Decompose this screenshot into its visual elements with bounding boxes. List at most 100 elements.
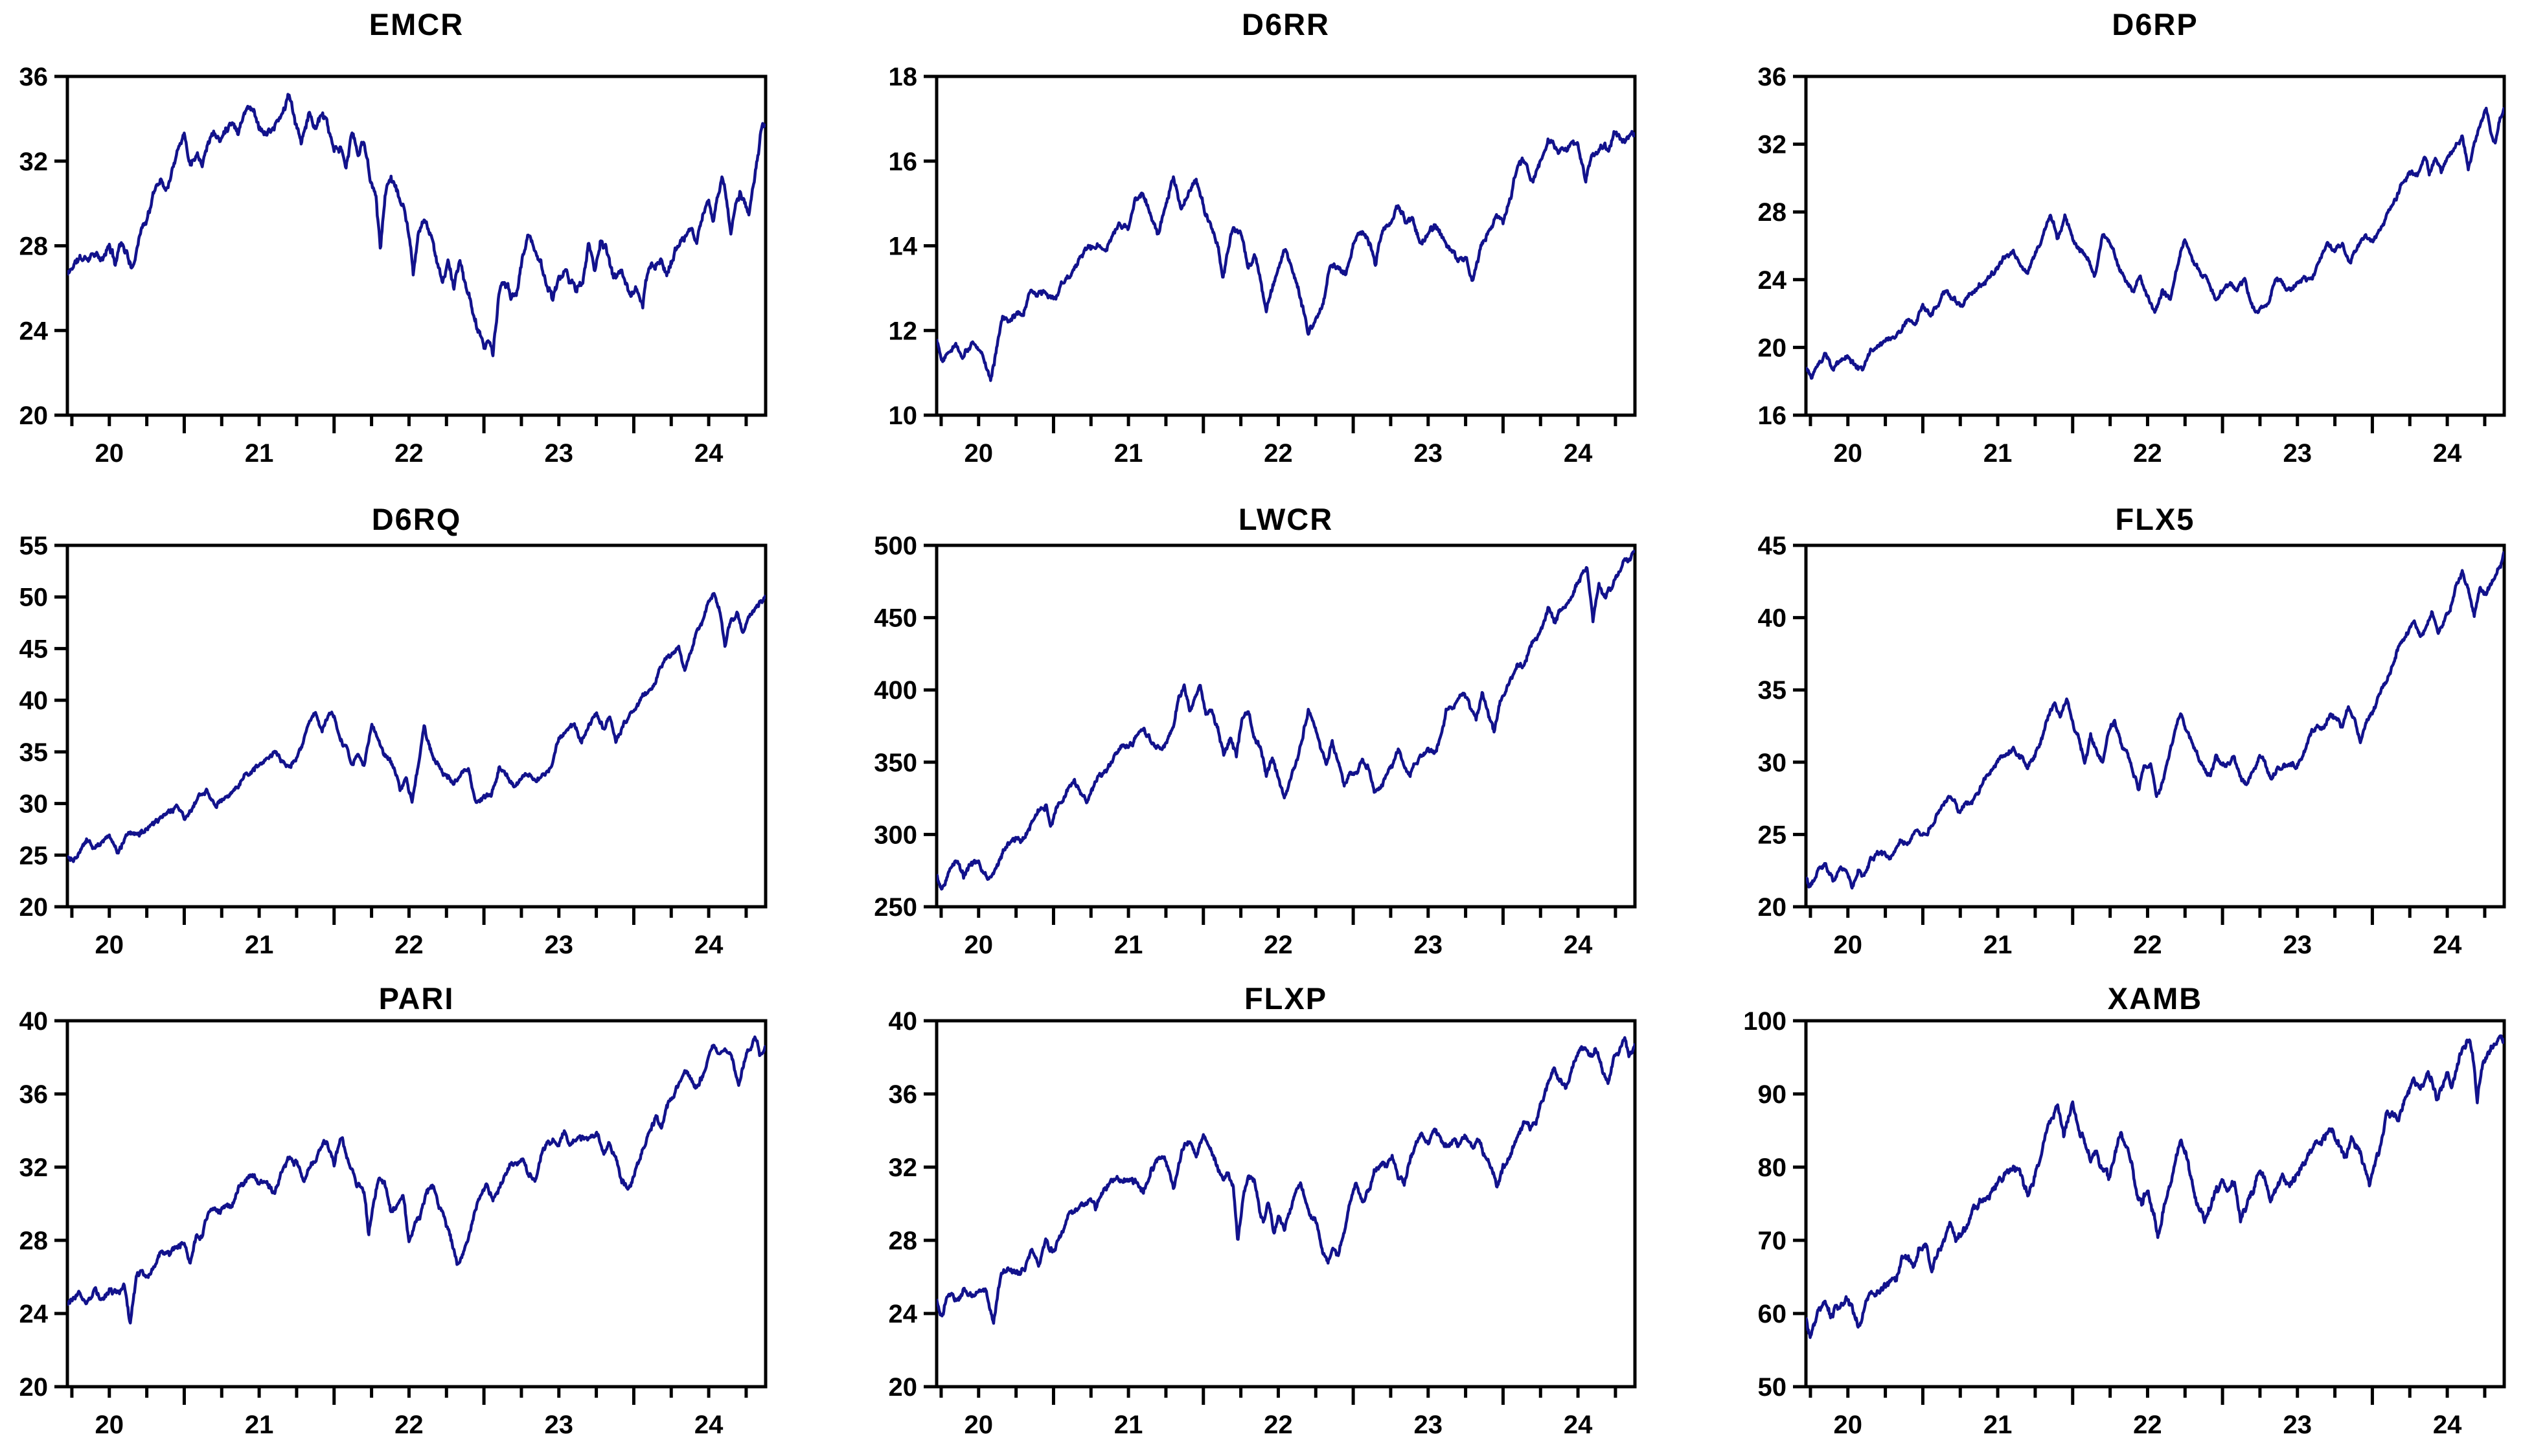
- chart-plot: 50 60 70 80 90 100 20 21 22 23 24: [1743, 1007, 2506, 1439]
- x-axis-tick-label: 20: [965, 439, 994, 468]
- y-axis-tick-label: 25: [1758, 821, 1787, 849]
- chart-panel-xamb: XAMB 50 60 70 80 90 100 20 21 22 23 24: [1684, 972, 2523, 1456]
- x-axis-tick-label: 22: [1264, 931, 1293, 959]
- y-axis-tick-label: 450: [874, 604, 917, 633]
- x-axis-tick-label: 23: [545, 439, 574, 468]
- x-axis-tick-label: 24: [2433, 1411, 2462, 1439]
- chart-title: FLX5: [2115, 502, 2195, 536]
- y-axis-tick-label: 500: [874, 532, 917, 560]
- chart-panel-lwcr: LWCR 250 300 350 400 450 500 20 21 22 23 24: [842, 492, 1684, 972]
- x-axis-tick-label: 21: [1114, 931, 1143, 959]
- x-axis-tick-label: 24: [2433, 439, 2462, 468]
- chart-plot: 20 24 28 32 36 40 20 21 22 23 24: [889, 1007, 1637, 1439]
- x-axis-tick-label: 21: [245, 931, 274, 959]
- y-axis-tick-label: 45: [19, 635, 49, 663]
- y-axis-tick-label: 24: [19, 317, 49, 345]
- x-axis-tick-label: 20: [1834, 1411, 1863, 1439]
- series-line: [937, 549, 1635, 891]
- series-line: [937, 130, 1635, 382]
- x-axis-tick-label: 21: [1114, 1411, 1143, 1439]
- chart-panel-emcr: EMCR 20 24 28 32 36 20 21 22 23 24: [0, 0, 842, 492]
- y-axis-tick-label: 60: [1758, 1300, 1787, 1328]
- chart-title: D6RR: [1242, 7, 1330, 41]
- y-axis-tick-label: 10: [889, 402, 918, 430]
- chart-panel-d6rq: D6RQ 20 25 30 35 40 45 50 55 20 21 22 23 24: [0, 492, 842, 972]
- y-axis-tick-label: 20: [19, 402, 49, 430]
- plot-frame: [1804, 1019, 2506, 1389]
- y-axis-tick-label: 40: [19, 1007, 49, 1036]
- y-axis-tick-label: 16: [889, 148, 918, 176]
- x-axis-tick-label: 24: [2433, 931, 2462, 959]
- series-line: [1806, 551, 2504, 890]
- x-axis-tick-label: 20: [95, 439, 124, 468]
- y-axis-tick-label: 20: [1758, 893, 1787, 922]
- chart-panel-d6rp: D6RP 16 20 24 28 32 36 20 21 22 23 24: [1684, 0, 2523, 492]
- y-axis-tick-label: 20: [889, 1373, 918, 1402]
- y-axis-tick-label: 80: [1758, 1154, 1787, 1182]
- x-axis-tick-label: 21: [245, 1411, 274, 1439]
- x-axis-tick-label: 23: [2283, 439, 2312, 468]
- y-axis-tick-label: 20: [19, 1373, 49, 1402]
- y-axis-tick-label: 250: [874, 893, 917, 922]
- y-axis-tick-label: 32: [889, 1154, 918, 1182]
- y-axis-tick-label: 16: [1758, 402, 1787, 430]
- chart-title: D6RP: [2112, 7, 2198, 41]
- x-axis-tick-label: 20: [95, 931, 124, 959]
- x-axis-tick-label: 22: [1264, 1411, 1293, 1439]
- chart-title: LWCR: [1238, 502, 1334, 536]
- x-axis-tick-label: 21: [245, 439, 274, 468]
- chart-panel-pari: PARI 20 24 28 32 36 40 20 21 22 23 24: [0, 972, 842, 1456]
- plot-frame: [1804, 74, 2506, 417]
- x-axis-tick-label: 20: [1834, 931, 1863, 959]
- y-axis-tick-label: 28: [1758, 198, 1787, 227]
- x-axis-tick-label: 22: [1264, 439, 1293, 468]
- x-axis-tick-label: 22: [2133, 1411, 2162, 1439]
- chart-title: PARI: [378, 981, 455, 1016]
- plot-frame: [65, 1019, 768, 1389]
- y-axis-tick-label: 36: [1758, 63, 1787, 91]
- x-axis-tick-label: 24: [694, 439, 724, 468]
- y-axis-tick-label: 28: [19, 233, 49, 261]
- y-axis-tick-label: 90: [1758, 1080, 1787, 1109]
- chart-plot: 20 25 30 35 40 45 50 55 20 21 22 23 24: [19, 532, 768, 959]
- x-axis-tick-label: 24: [694, 1411, 724, 1439]
- series-line: [67, 93, 766, 358]
- series-line: [67, 1035, 766, 1325]
- y-axis-tick-label: 300: [874, 821, 917, 849]
- x-axis-tick-label: 22: [2133, 931, 2162, 959]
- plot-frame: [935, 1019, 1637, 1389]
- y-axis-tick-label: 20: [1758, 334, 1787, 362]
- plot-frame: [935, 74, 1637, 417]
- series-line: [67, 592, 766, 863]
- x-axis-tick-label: 23: [545, 1411, 574, 1439]
- series-line: [1806, 106, 2504, 380]
- x-axis-tick-label: 23: [2283, 1411, 2312, 1439]
- x-axis-tick-label: 24: [1564, 931, 1593, 959]
- y-axis-tick-label: 40: [1758, 604, 1787, 633]
- y-axis-tick-label: 350: [874, 749, 917, 777]
- x-axis-tick-label: 21: [1983, 1411, 2013, 1439]
- x-axis-tick-label: 20: [965, 931, 994, 959]
- x-axis-tick-label: 20: [965, 1411, 994, 1439]
- x-axis-tick-label: 20: [95, 1411, 124, 1439]
- x-axis-tick-label: 23: [545, 931, 574, 959]
- plot-frame: [65, 543, 768, 909]
- y-axis-tick-label: 40: [889, 1007, 918, 1036]
- x-axis-tick-label: 22: [394, 1411, 424, 1439]
- x-axis-tick-label: 23: [2283, 931, 2312, 959]
- x-axis-tick-label: 21: [1114, 439, 1143, 468]
- y-axis-tick-label: 30: [19, 790, 49, 819]
- y-axis-tick-label: 55: [19, 532, 49, 560]
- y-axis-tick-label: 36: [19, 1080, 49, 1109]
- chart-title: FLXP: [1244, 981, 1328, 1016]
- y-axis-tick-label: 50: [1758, 1373, 1787, 1402]
- x-axis-tick-label: 21: [1983, 931, 2013, 959]
- y-axis-tick-label: 36: [19, 63, 49, 91]
- chart-plot: 250 300 350 400 450 500 20 21 22 23 24: [874, 532, 1637, 959]
- series-line: [1806, 1034, 2504, 1339]
- x-axis-tick-label: 22: [2133, 439, 2162, 468]
- y-axis-tick-label: 24: [19, 1300, 49, 1328]
- y-axis-tick-label: 32: [1758, 131, 1787, 159]
- y-axis-tick-label: 35: [19, 738, 49, 767]
- x-axis-tick-label: 23: [1414, 931, 1443, 959]
